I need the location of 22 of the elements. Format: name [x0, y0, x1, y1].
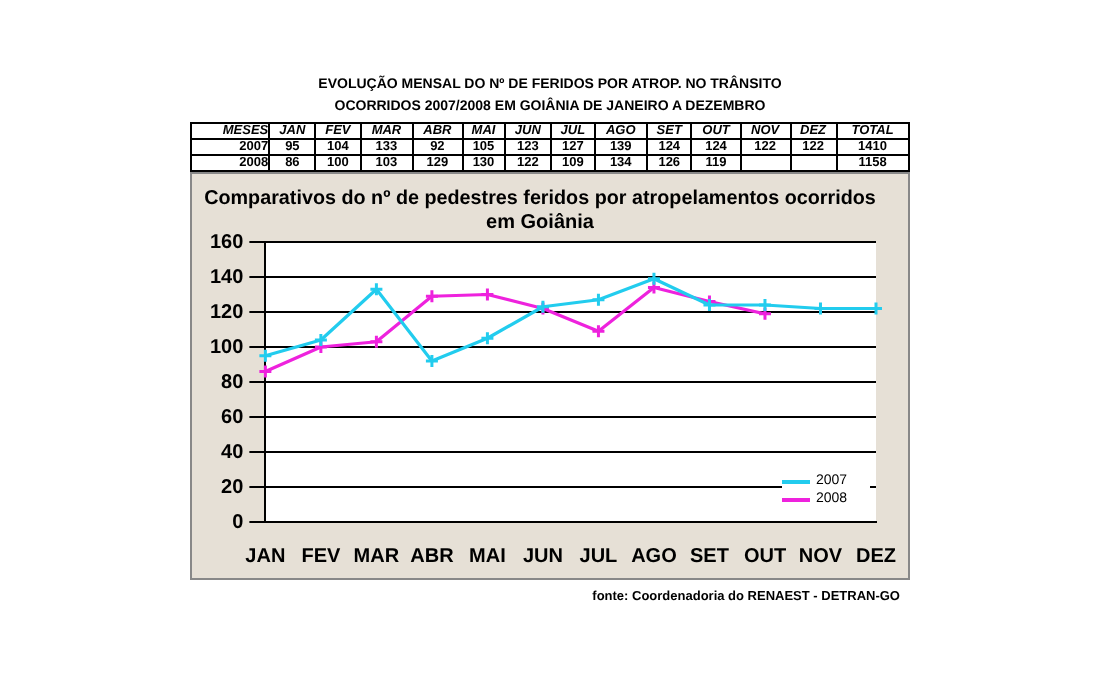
x-tick-label: DEZ [856, 545, 896, 568]
y-tick-label: 0 [232, 511, 245, 534]
x-tick-label: JAN [245, 545, 286, 568]
y-tick-label: 60 [221, 406, 245, 429]
x-tick-label: AGO [631, 545, 678, 568]
chart-title: Comparativos do nº de pedestres feridos por atropelamentos ocorridos em Goiânia [204, 187, 877, 234]
y-tick-label: 160 [209, 231, 245, 254]
x-tick-label: NOV [798, 545, 843, 568]
x-tick-label: JUN [522, 545, 563, 568]
x-tick-label: MAI [469, 545, 507, 568]
x-tick-label: OUT [743, 545, 787, 568]
y-tick-label: 120 [209, 301, 245, 324]
x-tick-label: JUL [579, 545, 618, 568]
y-tick-label: 40 [221, 441, 245, 464]
x-tick-label: FEV [301, 545, 341, 568]
y-tick-label: 140 [209, 266, 245, 289]
y-tick-label: 20 [221, 476, 245, 499]
y-tick-label: 80 [221, 371, 245, 394]
x-tick-label: ABR [410, 545, 456, 568]
y-tick-label: 100 [209, 336, 245, 359]
x-tick-label: SET [690, 545, 729, 568]
x-tick-label: MAR [353, 545, 401, 568]
